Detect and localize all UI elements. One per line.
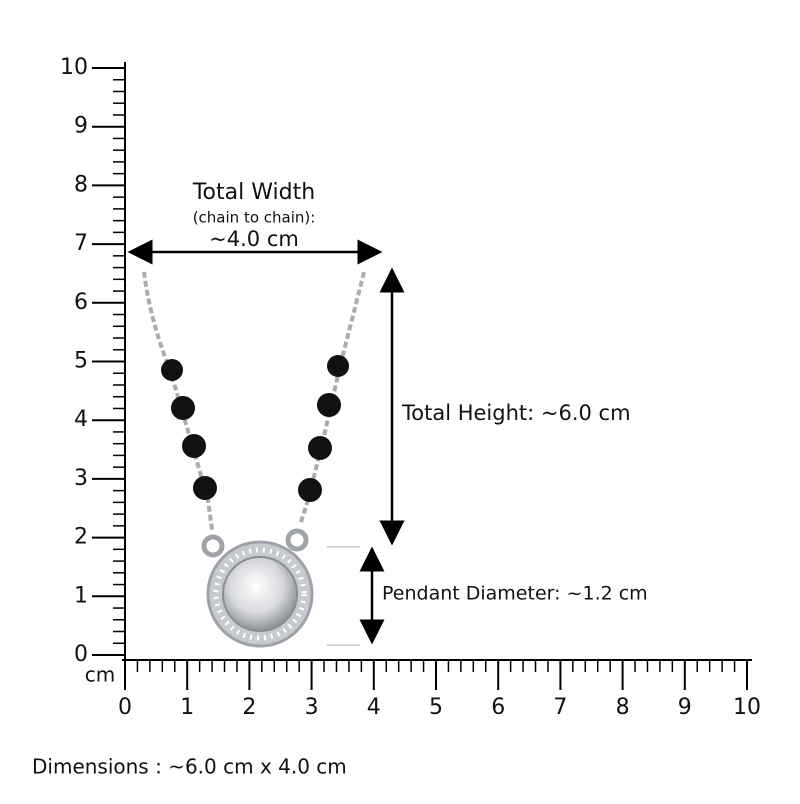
- unit-label: cm: [85, 663, 115, 687]
- x-ruler-label: 2: [242, 695, 256, 720]
- y-ruler-label: 2: [74, 525, 88, 550]
- x-ruler-label: 4: [367, 695, 381, 720]
- x-ruler-label: 0: [118, 695, 132, 720]
- x-ruler-label: 6: [491, 695, 505, 720]
- x-ruler-label: 9: [678, 695, 692, 720]
- y-ruler-label: 9: [74, 114, 88, 139]
- beads: [161, 355, 349, 502]
- x-ruler-label: 5: [429, 695, 443, 720]
- y-ruler-label: 1: [74, 583, 88, 608]
- y-ruler-label: 5: [74, 349, 88, 374]
- necklace: [142, 271, 366, 648]
- width-subtitle: (chain to chain):: [193, 209, 316, 227]
- rulers: cm 0 1 2 3 4 5 6 7 8 9 10 0 1 2 3 4 5 6 7 8 9 10: [60, 55, 761, 720]
- x-ruler-label: 8: [616, 695, 630, 720]
- y-ruler-label: 7: [74, 231, 88, 256]
- pendant-stone: [222, 556, 298, 632]
- y-ruler-label: 4: [74, 407, 88, 432]
- x-ruler-label: 7: [553, 695, 567, 720]
- y-ruler-label: 0: [74, 642, 88, 667]
- x-ruler-label: 10: [733, 695, 761, 720]
- x-ruler-label: 1: [180, 695, 194, 720]
- y-ruler-label: 3: [74, 466, 88, 491]
- x-ruler-label: 3: [305, 695, 319, 720]
- width-title: Total Width: [192, 180, 315, 205]
- pendant-label: Pendant Diameter: ~1.2 cm: [382, 583, 648, 605]
- dimensions-label: Dimensions : ~6.0 cm x 4.0 cm: [32, 755, 347, 779]
- y-ruler-label: 8: [74, 172, 88, 197]
- y-ruler-label: 10: [60, 55, 88, 80]
- y-ruler-label: 6: [74, 290, 88, 315]
- width-value: ~4.0 cm: [209, 227, 299, 251]
- annotations: Total Width (chain to chain): ~4.0 cm To…: [32, 180, 648, 779]
- height-label: Total Height: ~6.0 cm: [401, 401, 631, 425]
